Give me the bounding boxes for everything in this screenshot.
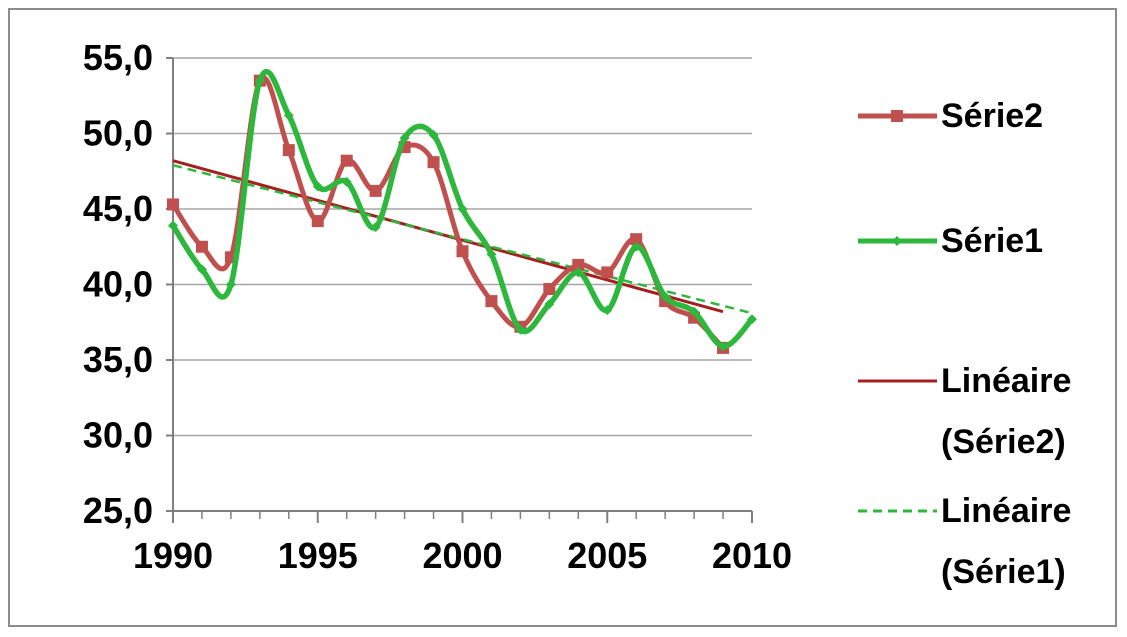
point-serie2-1990 [167,198,179,211]
point-serie1-2009 [718,341,729,352]
trendline-lineaire-serie2 [172,159,724,314]
y-tick-label-40: 40,0 [83,264,153,305]
trendline-lineaire-serie1 [172,163,753,315]
point-serie1-1990 [168,220,178,231]
legend-entry-lineaire-serie1: Linéaire (Série1) [858,492,1071,591]
point-serie2-1997 [369,184,382,197]
point-serie2-2006 [630,233,643,246]
point-serie1-1999 [428,130,439,141]
legend-entry-lineaire-serie2: Linéaire (Série2) [858,362,1071,461]
data-series [167,68,757,354]
x-tick-label-2000: 2000 [422,535,502,576]
legend-label-lineaire-serie1-0: Linéaire [941,492,1071,530]
x-tick-label-2005: 2005 [567,535,647,576]
series-line-serie1 [170,68,755,350]
y-tick-label-35: 35,0 [83,339,153,380]
point-serie2-2003 [543,283,556,296]
point-serie2-2000 [456,245,469,258]
chart-frame [8,8,1117,627]
point-serie1-1994 [283,110,294,121]
point-serie1-1993 [254,75,265,86]
legend-label-serie2-0: Série2 [941,97,1043,135]
point-serie2-1995 [311,215,324,228]
x-tick-label-1990: 1990 [133,535,213,576]
y-tick-label-45: 45,0 [83,188,153,229]
point-serie2-1999 [427,156,440,169]
series-serie1 [168,68,757,352]
legend-label-lineaire-serie2-1: (Série2) [941,423,1066,461]
point-serie1-2006 [631,241,642,252]
point-serie2-1996 [340,154,353,167]
point-serie1-1998 [399,133,410,144]
point-serie1-2003 [544,299,555,310]
point-serie1-1991 [196,264,207,275]
point-serie1-2000 [457,204,468,214]
axes: 25,0 30,0 35,0 40,0 45,0 50,0 55,0 1990 1995 2000… [83,37,792,576]
point-serie1-2010 [747,314,757,325]
legend-marker-serie1 [892,236,902,246]
legend-label-lineaire-serie2-0: Linéaire [941,362,1071,400]
legend-label-lineaire-serie1-1: (Série1) [941,553,1066,591]
x-tick-label-1995: 1995 [278,535,358,576]
legend-entry-serie2: Série2 [858,97,1043,135]
y-tick-label-55: 55,0 [83,37,153,78]
point-serie2-1994 [282,144,295,157]
point-serie1-2005 [602,305,613,316]
point-serie1-2007 [660,291,671,302]
trendlines [172,159,753,315]
point-serie1-2002 [515,324,526,335]
y-tick-label-30: 30,0 [83,415,153,456]
point-serie2-2004 [572,258,585,271]
point-serie1-2004 [573,267,584,278]
grid-lines [173,57,752,437]
y-tick-label-50: 50,0 [83,113,153,154]
point-serie1-2001 [486,249,497,260]
point-serie1-1996 [341,176,352,187]
point-serie1-1995 [312,181,323,192]
legend-label-serie1-0: Série1 [941,222,1043,260]
y-tick-label-25: 25,0 [83,490,153,531]
legend-marker-serie2 [891,110,903,122]
legend: Série2 Série1 Linéaire (Série2) Linéaire (Sér… [858,97,1071,591]
point-serie2-2005 [601,266,614,279]
point-serie1-2008 [689,306,700,317]
point-serie2-1991 [195,240,208,253]
point-serie2-2001 [485,295,498,308]
point-serie1-1992 [225,279,236,290]
point-serie1-1997 [370,222,381,233]
x-tick-label-2010: 2010 [712,535,792,576]
legend-entry-serie1: Série1 [858,222,1043,260]
